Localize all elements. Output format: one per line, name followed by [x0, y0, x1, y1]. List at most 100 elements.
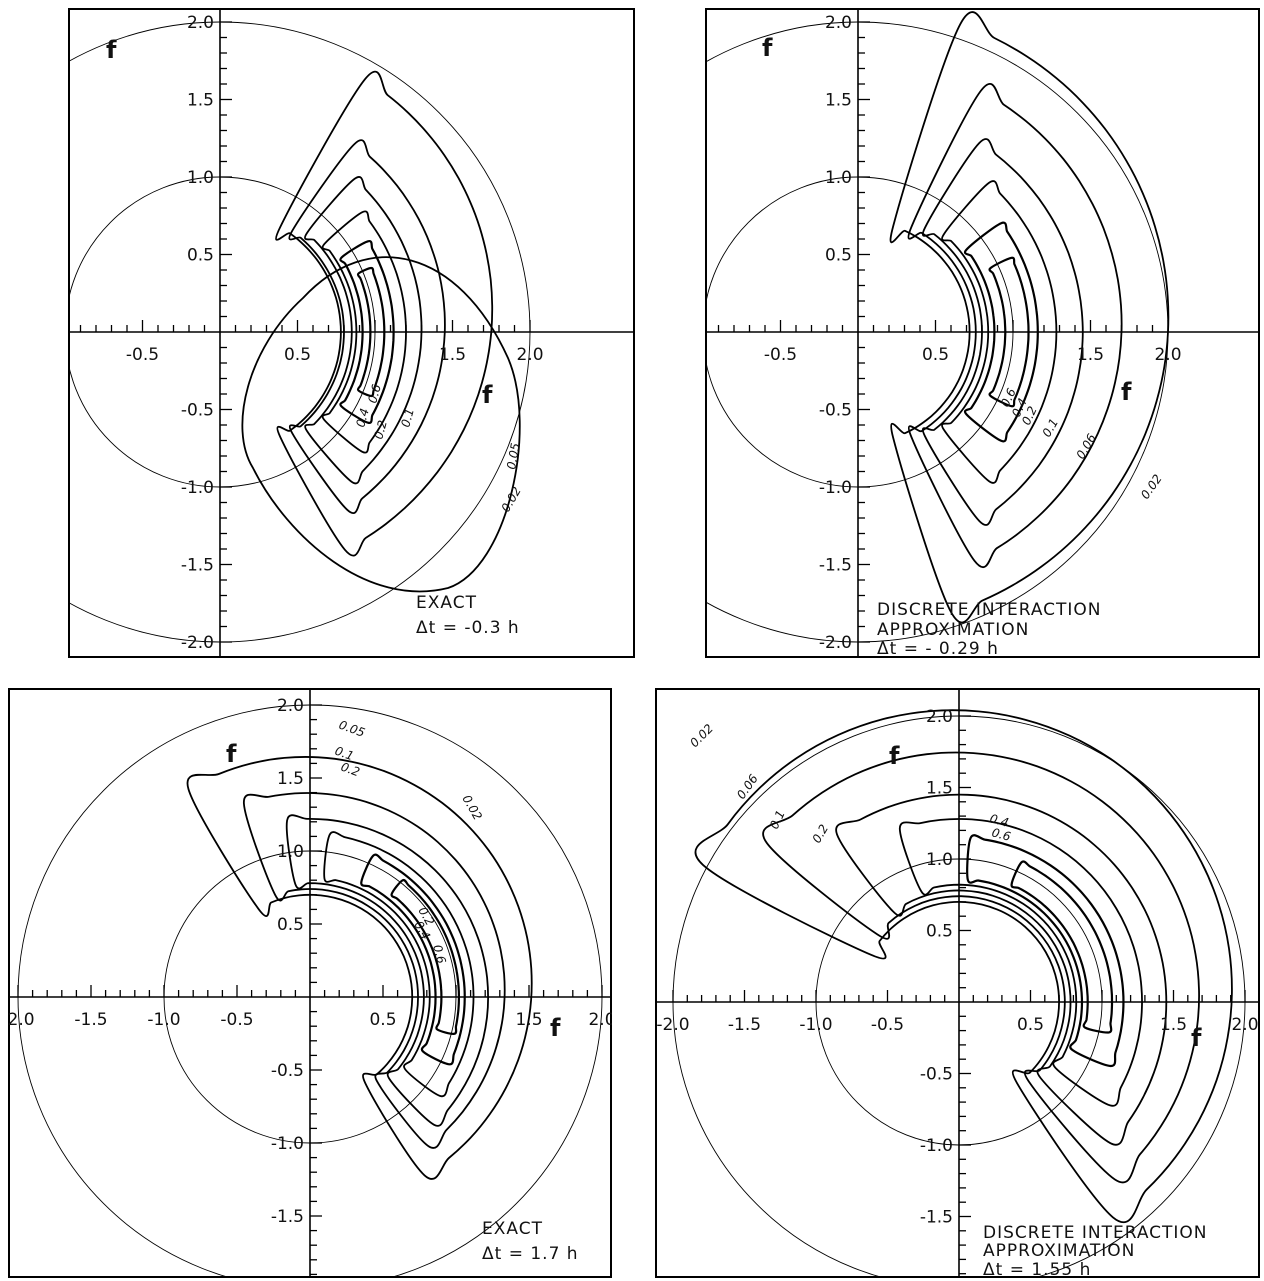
panel-frame — [68, 8, 635, 658]
contour-label-0.2: 0.2 — [339, 760, 362, 780]
contour-label-0.6: 0.6 — [365, 382, 384, 404]
contour-label-0.06: 0.06 — [734, 772, 761, 802]
y-tick-label: -0.5 — [920, 1065, 953, 1085]
x-tick-label: 2.0 — [1154, 345, 1181, 365]
contour-label-0.4: 0.4 — [988, 811, 1010, 829]
contour-label-0.1: 0.1 — [333, 744, 356, 764]
x-tick-label: -0.5 — [764, 345, 797, 365]
y-tick-label: -1.0 — [271, 1134, 304, 1154]
tick-labels: -0.5 0.5 1.5 2.0 2.0 1.5 1.0 0.5 -0.5 -1.0 -1.5 -2.… — [764, 13, 1182, 653]
y-tick-label: 1.0 — [825, 168, 852, 188]
y-tick-label: 2.0 — [277, 696, 304, 716]
caption-line-1: DISCRETE INTERACTION — [877, 600, 1102, 620]
axes — [8, 688, 612, 1278]
y-tick-label: -1.5 — [181, 556, 214, 576]
caption-line-1: EXACT — [482, 1219, 543, 1239]
y-tick-label: 1.5 — [926, 779, 953, 799]
y-tick-label: 1.0 — [277, 842, 304, 862]
caption-line-3: Δt = - 0.29 h — [877, 639, 999, 658]
contour-0.6 — [988, 256, 1030, 408]
contour-0.4 — [966, 834, 1125, 1068]
contour-label-0.1: 0.1 — [398, 407, 416, 429]
x-tick-label: -1.5 — [728, 1015, 761, 1035]
panel-exact-early: -0.5 0.5 1.5 2.0 2.0 1.5 1.0 0.5 -0.5 -1.0 -1.5 -2.… — [68, 8, 635, 658]
panel-dia-late: -2.0 -1.5 -1.0 -0.5 0.5 1.5 2.0 2.0 1.5 1.0 0.5 -0.… — [655, 688, 1260, 1278]
contour-0.02 — [889, 11, 1170, 624]
tick-labels: -0.5 0.5 1.5 2.0 2.0 1.5 1.0 0.5 -0.5 -1.0 -1.5 -2.… — [126, 13, 544, 653]
y-tick-label: -0.5 — [819, 401, 852, 421]
contour-label-0.02: 0.02 — [687, 721, 716, 750]
x-tick-label: 2.0 — [1231, 1015, 1258, 1035]
contour-0.05 — [288, 139, 446, 514]
caption-line-2: APPROXIMATION — [983, 1241, 1135, 1261]
panel-frame — [655, 688, 1260, 1278]
contour-0.6 — [356, 266, 386, 398]
x-axis-label: f — [482, 381, 493, 409]
contour-0.6 — [1010, 860, 1114, 1034]
x-tick-label: 2.0 — [516, 345, 543, 365]
y-tick-label: 0.5 — [277, 915, 304, 935]
x-tick-label: -2.0 — [656, 1015, 689, 1035]
contour-label-0.05: 0.05 — [337, 718, 367, 740]
x-tick-label: -1.0 — [799, 1015, 832, 1035]
x-tick-label: 1.5 — [1077, 345, 1104, 365]
x-tick-label: -0.5 — [126, 345, 159, 365]
caption-line-2: Δt = -0.3 h — [416, 618, 520, 638]
x-tick-label: -0.5 — [220, 1010, 253, 1030]
caption-line-2: Δt = 1.7 h — [482, 1244, 579, 1264]
contour-0.4 — [360, 853, 466, 1066]
panel-frame — [705, 8, 1260, 658]
y-tick-label: 2.0 — [187, 13, 214, 33]
contour-0.2 — [898, 818, 1143, 1107]
y-tick-label: -1.0 — [819, 478, 852, 498]
contour-0.4 — [963, 221, 1039, 443]
y-tick-label: 1.5 — [277, 769, 304, 789]
y-tick-label: -0.5 — [181, 401, 214, 421]
y-tick-label: -1.5 — [920, 1208, 953, 1228]
y-tick-label: -1.5 — [819, 556, 852, 576]
x-axis-label: f — [1121, 378, 1132, 406]
contour-0.1 — [921, 138, 1084, 526]
caption-line-1: DISCRETE INTERACTION — [983, 1223, 1208, 1243]
x-axis-label: f — [1191, 1024, 1202, 1052]
contour-0.4 — [339, 239, 395, 425]
x-tick-label: -1.0 — [147, 1010, 180, 1030]
contour-0.2 — [941, 180, 1058, 484]
x-tick-label: -0.5 — [871, 1015, 904, 1035]
y-tick-label: -2.0 — [181, 633, 214, 653]
contour-lines — [241, 70, 521, 593]
x-tick-label: 2.0 — [588, 1010, 612, 1030]
contour-lines — [694, 709, 1233, 1224]
panel-exact-late: -2.0 -1.5 -1.0 -0.5 0.5 1.5 2.0 2.0 1.5 1.0 0.5 -0.… — [8, 688, 612, 1278]
contour-0.06 — [907, 82, 1123, 569]
x-tick-label: -1.5 — [74, 1010, 107, 1030]
caption-line-3: Δt = 1.55 h — [983, 1260, 1091, 1278]
contour-0.1 — [835, 793, 1168, 1146]
contour-label-0.02: 0.02 — [1138, 472, 1165, 502]
contour-0.2 — [323, 831, 475, 1098]
x-tick-label: 1.5 — [439, 345, 466, 365]
y-tick-label: 0.5 — [825, 246, 852, 266]
panel-dia-early: -0.5 0.5 1.5 2.0 2.0 1.5 1.0 0.5 -0.5 -1.0 -1.5 -2.… — [705, 8, 1260, 658]
x-tick-label: 1.5 — [1160, 1015, 1187, 1035]
contour-label-0.06: 0.06 — [1073, 431, 1099, 461]
tick-labels: -2.0 -1.5 -1.0 -0.5 0.5 1.5 2.0 2.0 1.5 1.0 0.5 -0.… — [656, 707, 1258, 1228]
y-tick-label: -1.0 — [181, 478, 214, 498]
y-tick-label: -1.0 — [920, 1136, 953, 1156]
y-tick-label: -1.5 — [271, 1207, 304, 1227]
x-tick-label: 0.5 — [284, 345, 311, 365]
x-tick-label: -2.0 — [8, 1010, 35, 1030]
caption-line-1: EXACT — [416, 593, 477, 613]
axes — [655, 688, 1260, 1278]
x-axis-label: f — [550, 1014, 561, 1042]
contour-0.2 — [321, 210, 407, 454]
caption-line-2: APPROXIMATION — [877, 620, 1029, 640]
y-axis-label: f — [106, 36, 117, 64]
contour-0.02 — [241, 256, 521, 593]
contour-0.02 — [275, 70, 494, 557]
y-tick-label: 0.5 — [187, 246, 214, 266]
y-tick-label: 1.0 — [187, 168, 214, 188]
x-tick-label: 1.5 — [515, 1010, 542, 1030]
contour-label-0.02: 0.02 — [498, 484, 523, 514]
contour-0.02 — [694, 709, 1233, 1224]
